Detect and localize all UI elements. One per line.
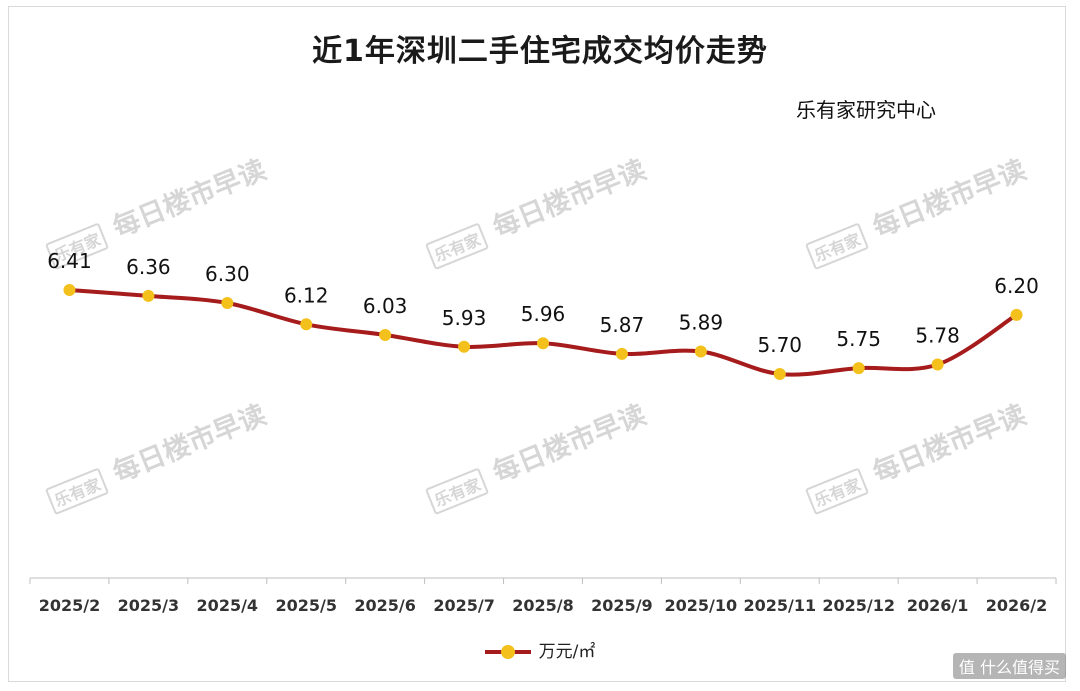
data-label: 6.12: [284, 283, 329, 307]
data-point: [615, 347, 628, 360]
data-point: [221, 297, 234, 310]
data-point: [379, 328, 392, 341]
data-point: [1010, 308, 1023, 321]
data-label: 6.30: [205, 262, 250, 286]
legend-swatch: [484, 645, 531, 659]
data-point: [458, 340, 471, 353]
data-label: 5.78: [915, 324, 960, 348]
data-label: 5.87: [600, 313, 645, 337]
x-tick-label: 2025/2: [39, 596, 101, 615]
data-label: 6.03: [363, 294, 408, 318]
legend: 万元/㎡: [0, 637, 1080, 662]
data-point: [931, 358, 944, 371]
x-tick-label: 2025/4: [197, 596, 259, 615]
x-tick-label: 2025/12: [822, 596, 895, 615]
data-point: [300, 318, 313, 331]
data-point: [852, 362, 865, 375]
data-label: 5.70: [758, 333, 803, 357]
source-label: 乐有家研究中心: [796, 98, 936, 122]
x-tick-label: 2025/10: [665, 596, 738, 615]
data-point: [694, 345, 707, 358]
x-tick-label: 2026/2: [986, 596, 1048, 615]
corner-brand: 值 什么值得买: [952, 653, 1066, 679]
data-point: [142, 289, 155, 302]
data-point: [773, 368, 786, 380]
data-label: 5.93: [442, 306, 487, 330]
x-tick-label: 2025/3: [118, 596, 180, 615]
data-label: 5.75: [836, 327, 881, 351]
data-label: 5.96: [521, 302, 566, 326]
data-label: 5.89: [679, 311, 724, 335]
data-point: [63, 284, 76, 296]
x-tick-label: 2025/11: [743, 596, 816, 615]
x-tick-label: 2025/7: [433, 596, 495, 615]
data-label: 6.20: [994, 274, 1039, 298]
data-label: 6.41: [47, 249, 92, 273]
x-tick-label: 2026/1: [907, 596, 969, 615]
chart-title: 近1年深圳二手住宅成交均价走势: [312, 34, 768, 69]
x-tick-label: 2025/9: [591, 596, 653, 615]
data-point: [537, 337, 549, 350]
x-tick-label: 2025/5: [275, 596, 337, 615]
data-label: 6.36: [126, 255, 171, 279]
x-tick-label: 2025/6: [354, 596, 416, 615]
legend-label: 万元/㎡: [538, 642, 596, 662]
x-tick-label: 2025/8: [512, 596, 574, 615]
